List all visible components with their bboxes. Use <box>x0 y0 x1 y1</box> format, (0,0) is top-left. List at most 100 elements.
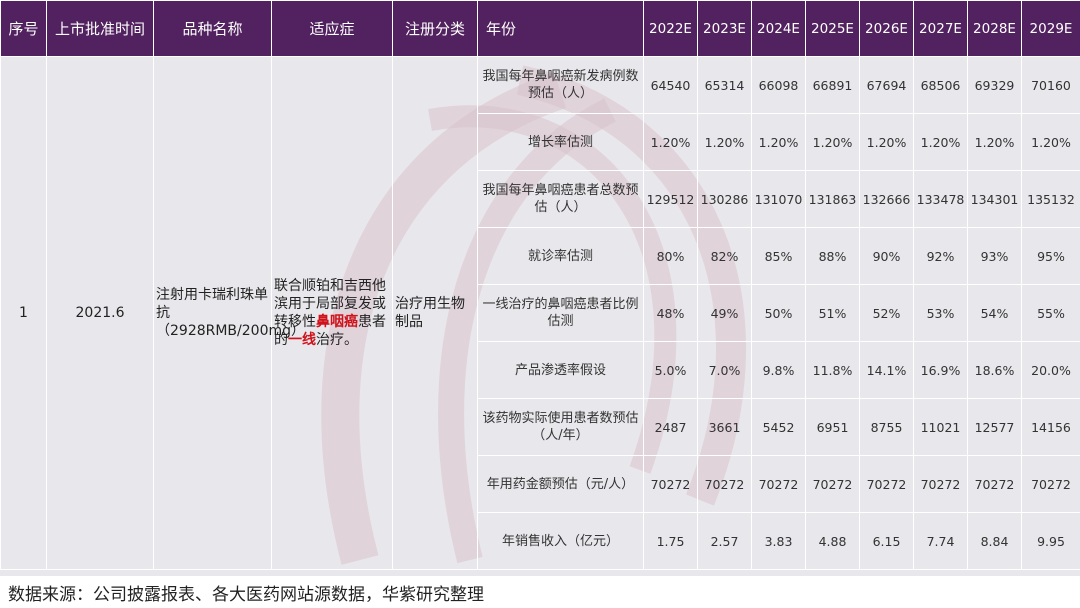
cell-value: 49% <box>697 284 752 342</box>
cell-value: 8.84 <box>967 512 1022 570</box>
header-year: 2028E <box>967 0 1022 57</box>
cell-value: 6.15 <box>859 512 914 570</box>
header-year-label: 年份 <box>477 0 644 57</box>
cell-value: 88% <box>805 227 860 285</box>
cell-value: 8755 <box>859 398 914 456</box>
cell-value: 70272 <box>913 455 968 513</box>
cell-value: 2.57 <box>697 512 752 570</box>
cell-value: 1.20% <box>643 113 698 171</box>
header-index: 序号 <box>0 0 47 57</box>
cell-value: 1.20% <box>805 113 860 171</box>
cell-value: 90% <box>859 227 914 285</box>
cell-value: 1.20% <box>751 113 806 171</box>
cell-value: 80% <box>643 227 698 285</box>
cell-value: 129512 <box>643 170 698 228</box>
header-year: 2027E <box>913 0 968 57</box>
row-label: 我国每年鼻咽癌新发病例数预估（人） <box>477 56 644 114</box>
record-approval-date: 2021.6 <box>46 56 154 570</box>
cell-value: 48% <box>643 284 698 342</box>
cell-value: 135132 <box>1021 170 1080 228</box>
header-indication: 适应症 <box>271 0 393 57</box>
cell-value: 7.0% <box>697 341 752 399</box>
record-product-name: 注射用卡瑞利珠单抗（2928RMB/200mg） <box>153 56 305 570</box>
header-year: 2025E <box>805 0 860 57</box>
forecast-table: 序号 上市批准时间 品种名称 适应症 注册分类 年份 2022E 2023E 2… <box>0 0 1080 570</box>
header-product-name: 品种名称 <box>153 0 272 57</box>
cell-value: 131863 <box>805 170 860 228</box>
cell-value: 1.20% <box>913 113 968 171</box>
cell-value: 14.1% <box>859 341 914 399</box>
cell-value: 133478 <box>913 170 968 228</box>
cell-value: 18.6% <box>967 341 1022 399</box>
cell-value: 5.0% <box>643 341 698 399</box>
row-label: 年销售收入（亿元） <box>477 512 644 570</box>
row-label: 增长率估测 <box>477 113 644 171</box>
header-approval-date: 上市批准时间 <box>46 0 154 57</box>
cell-value: 82% <box>697 227 752 285</box>
row-label: 该药物实际使用患者数预估（人/年） <box>477 398 644 456</box>
cell-value: 1.20% <box>967 113 1022 171</box>
cell-value: 65314 <box>697 56 752 114</box>
record-indication: 联合顺铂和吉西他滨用于局部复发或转移性鼻咽癌患者的一线治疗。 <box>271 56 393 570</box>
row-label: 年用药金额预估（元/人） <box>477 455 644 513</box>
cell-value: 2487 <box>643 398 698 456</box>
cell-value: 50% <box>751 284 806 342</box>
header-registration-class: 注册分类 <box>392 0 478 57</box>
header-year: 2026E <box>859 0 914 57</box>
indication-highlight-line: 一线 <box>288 332 316 348</box>
cell-value: 132666 <box>859 170 914 228</box>
cell-value: 70272 <box>697 455 752 513</box>
cell-value: 5452 <box>751 398 806 456</box>
data-source-note: 数据来源：公司披露报表、各大医药网站源数据，华紫研究整理 <box>8 585 484 605</box>
cell-value: 67694 <box>859 56 914 114</box>
cell-value: 11.8% <box>805 341 860 399</box>
cell-value: 12577 <box>967 398 1022 456</box>
row-label: 一线治疗的鼻咽癌患者比例估测 <box>477 284 644 342</box>
indication-highlight-disease: 鼻咽癌 <box>316 314 358 330</box>
cell-value: 92% <box>913 227 968 285</box>
indication-text: 治疗。 <box>316 332 358 348</box>
cell-value: 66098 <box>751 56 806 114</box>
record-registration-class: 治疗用生物制品 <box>392 56 478 570</box>
header-year: 2024E <box>751 0 806 57</box>
cell-value: 1.75 <box>643 512 698 570</box>
cell-value: 55% <box>1021 284 1080 342</box>
cell-value: 93% <box>967 227 1022 285</box>
header-year: 2022E <box>643 0 698 57</box>
cell-value: 11021 <box>913 398 968 456</box>
cell-value: 70272 <box>643 455 698 513</box>
cell-value: 70272 <box>751 455 806 513</box>
cell-value: 52% <box>859 284 914 342</box>
cell-value: 70272 <box>859 455 914 513</box>
cell-value: 7.74 <box>913 512 968 570</box>
cell-value: 4.88 <box>805 512 860 570</box>
cell-value: 9.8% <box>751 341 806 399</box>
cell-value: 134301 <box>967 170 1022 228</box>
cell-value: 70272 <box>967 455 1022 513</box>
cell-value: 70272 <box>805 455 860 513</box>
cell-value: 54% <box>967 284 1022 342</box>
header-row: 序号 上市批准时间 品种名称 适应症 注册分类 年份 2022E 2023E 2… <box>0 0 1080 57</box>
cell-value: 16.9% <box>913 341 968 399</box>
cell-value: 1.20% <box>697 113 752 171</box>
table-row: 年销售收入（亿元） 1.75 2.57 3.83 4.88 6.15 7.74 … <box>1 512 1080 570</box>
cell-value: 68506 <box>913 56 968 114</box>
cell-value: 70160 <box>1021 56 1080 114</box>
header-year: 2029E <box>1021 0 1080 57</box>
cell-value: 1.20% <box>1021 113 1080 171</box>
header-year: 2023E <box>697 0 752 57</box>
cell-value: 85% <box>751 227 806 285</box>
cell-value: 69329 <box>967 56 1022 114</box>
table-row: 1 2021.6 注射用卡瑞利珠单抗（2928RMB/200mg） 联合顺铂和吉… <box>0 56 1080 570</box>
cell-value: 1.20% <box>859 113 914 171</box>
cell-value: 14156 <box>1021 398 1080 456</box>
cell-value: 66891 <box>805 56 860 114</box>
cell-value: 3.83 <box>751 512 806 570</box>
forecast-table-container: 序号 上市批准时间 品种名称 适应症 注册分类 年份 2022E 2023E 2… <box>0 0 1080 576</box>
cell-value: 131070 <box>751 170 806 228</box>
row-label: 我国每年鼻咽癌患者总数预估（人） <box>477 170 644 228</box>
cell-value: 130286 <box>697 170 752 228</box>
cell-value: 9.95 <box>1021 512 1080 570</box>
row-label: 产品渗透率假设 <box>477 341 644 399</box>
cell-value: 3661 <box>697 398 752 456</box>
